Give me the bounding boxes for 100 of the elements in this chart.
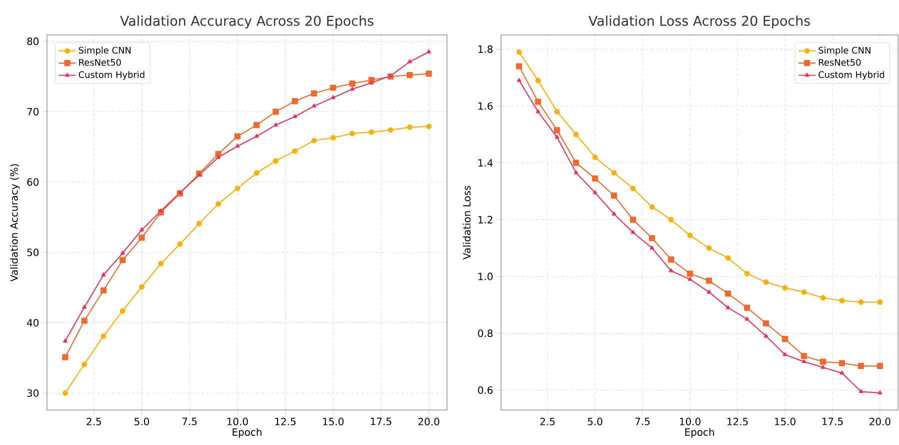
point [349,80,356,87]
point [426,124,432,130]
point [63,338,68,343]
y-tick-label: 60 [27,178,39,186]
point [292,114,298,118]
point [196,220,202,226]
point [82,304,87,309]
point [838,360,846,366]
x-axis-title: Epoch [232,428,262,438]
point [706,278,712,284]
point [877,299,883,305]
point [254,170,260,176]
point [369,80,374,84]
y-tick-label: 40 [27,318,39,327]
point [426,49,432,54]
point [310,90,318,96]
point [763,279,769,285]
y-tick-label: 0.6 [478,386,493,394]
point [235,144,240,148]
point [648,235,656,242]
legend-label: Simple CNN [78,46,131,56]
point [62,390,68,396]
point [292,98,298,104]
point [668,216,674,222]
x-tick-label: 12.5 [275,418,296,426]
point [612,212,616,216]
point [120,308,126,314]
x-tick-label: 5.0 [588,418,602,426]
x-tick-label: 15.0 [323,418,344,426]
y-tick-label: 1.6 [478,102,493,110]
y-axis-title: Validation Accuracy (%) [10,164,20,282]
point [272,158,278,164]
point [878,390,882,394]
point [516,78,522,82]
x-tick-label: 17.5 [370,418,392,426]
point [876,362,884,369]
point [350,86,354,91]
point [554,108,560,114]
point [744,316,750,321]
point [426,70,432,77]
point [216,154,220,159]
point [254,122,260,128]
point [311,138,317,144]
point [782,352,788,356]
point [630,230,636,234]
point [254,134,259,138]
x-tick-label: 15.0 [774,418,796,426]
point [536,109,540,114]
chart-title: Validation Accuracy Across 20 Epochs [120,15,374,28]
point [120,250,125,255]
point [535,98,542,105]
point [120,257,126,264]
point [406,72,413,78]
legend-label: Custom Hybrid [818,71,884,80]
point [820,295,826,301]
chart-title: Validation Loss Across 20 Epochs [588,15,810,28]
point [234,186,240,192]
point [688,276,692,281]
point [611,170,617,176]
legend-label: Simple CNN [818,46,870,56]
point [744,304,750,311]
x-tick-label: 10.0 [680,418,700,426]
x-tick-label: 17.5 [822,418,843,426]
point [138,234,145,241]
point [100,287,107,294]
point [820,364,826,369]
point [516,49,522,55]
point [839,298,845,304]
point [330,84,336,91]
point [592,154,598,160]
y-axis-title: Validation Loss [462,186,471,260]
point [592,190,598,194]
point [668,256,674,262]
x-tick-label: 2.5 [86,418,101,426]
point [801,289,807,295]
y-tick-label: 1.0 [478,272,493,280]
x-tick-label: 2.5 [540,418,555,426]
point [744,270,750,276]
point [726,305,730,310]
point [100,333,106,339]
point [274,122,278,127]
x-tick-label: 20.0 [418,418,440,426]
point [234,133,240,140]
point [762,320,770,326]
point [388,127,394,133]
point [764,334,768,338]
x-tick-label: 10.0 [227,418,248,426]
point [62,354,68,360]
y-tick-label: 30 [27,389,39,397]
point [554,127,560,134]
point [724,290,732,297]
point [782,336,788,342]
x-tick-label: 5.0 [134,418,150,426]
point [158,260,164,266]
point [649,204,655,210]
point [858,389,864,394]
point [840,370,844,375]
x-tick-label: 7.5 [635,418,650,426]
x-tick-label: 12.5 [728,418,748,426]
point [140,227,144,232]
